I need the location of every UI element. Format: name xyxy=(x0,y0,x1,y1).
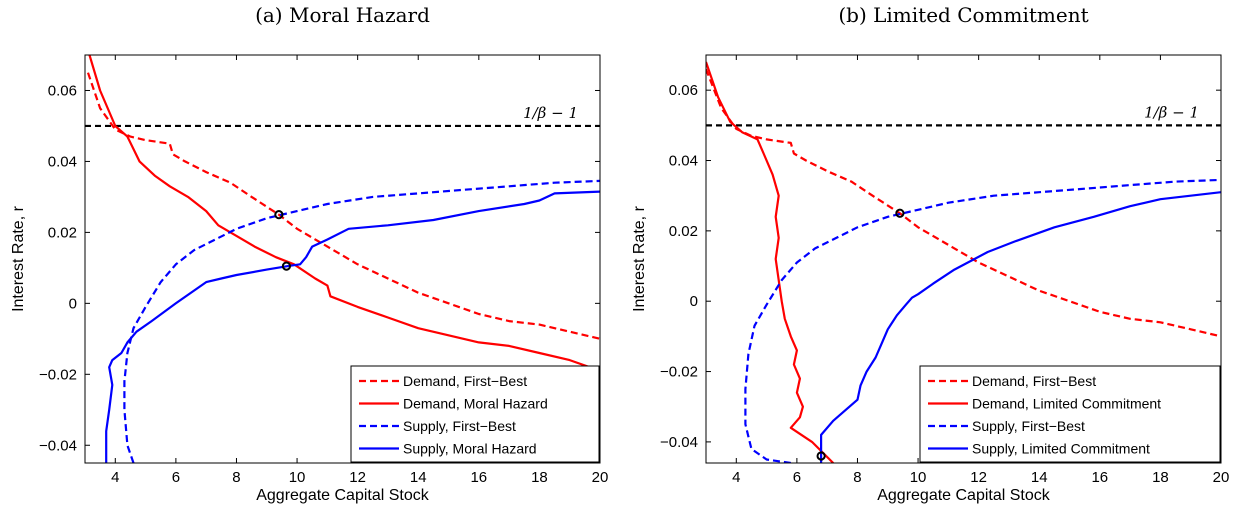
panel-title: (a) Moral Hazard xyxy=(255,3,430,27)
plot-area xyxy=(85,55,600,463)
legend-entry: Demand, Moral Hazard xyxy=(403,396,548,412)
y-tick-label: 0.04 xyxy=(669,153,698,170)
y-tick-label: 0.06 xyxy=(669,82,698,99)
equilibrium-marker xyxy=(816,451,826,461)
x-tick-label: 20 xyxy=(592,469,609,486)
legend: Demand, First−Best Demand, Moral Hazard Su… xyxy=(350,365,600,463)
reference-line-label: 1/β − 1 xyxy=(1144,103,1199,121)
legend-entry: Supply, First−Best xyxy=(972,418,1085,434)
x-tick-label: 20 xyxy=(1213,469,1230,486)
legend-entry: Demand, First−Best xyxy=(972,373,1096,389)
y-tick-label: −0.02 xyxy=(39,366,77,383)
series-line-2 xyxy=(744,178,1221,463)
equilibrium-marker xyxy=(274,210,284,220)
axes-frame xyxy=(84,54,601,464)
axes-frame xyxy=(705,54,1222,464)
legend-box xyxy=(919,365,1221,463)
y-tick-label: 0.04 xyxy=(48,153,77,170)
series-line-3 xyxy=(105,190,600,463)
x-axis-label: Aggregate Capital Stock xyxy=(256,487,430,504)
x-tick-label: 8 xyxy=(232,469,240,486)
series-line-3 xyxy=(819,191,1221,463)
equilibrium-marker xyxy=(281,261,292,271)
panel-title: (b) Limited Commitment xyxy=(838,3,1088,27)
y-tick-label: −0.02 xyxy=(660,364,698,381)
x-tick-label: 12 xyxy=(970,469,987,486)
x-tick-label: 12 xyxy=(349,469,366,486)
x-tick-label: 6 xyxy=(172,469,180,486)
x-tick-label: 10 xyxy=(910,469,927,486)
y-tick-label: −0.04 xyxy=(39,437,77,454)
y-tick-label: −0.04 xyxy=(660,434,698,451)
legend-entry: Supply, First−Best xyxy=(403,418,516,434)
y-tick-label: 0.06 xyxy=(48,82,77,99)
y-tick-label: 0.02 xyxy=(669,223,698,240)
chart-panel-moral-hazard: (a) Moral Hazard 1/β − 1 4 6 8 10 12 14 16 18 20 −0… xyxy=(10,3,608,504)
x-tick-label: 14 xyxy=(410,469,427,486)
legend: Demand, First−Best Demand, Limited Commit… xyxy=(919,365,1221,463)
series-line-1 xyxy=(88,55,600,372)
plot-area xyxy=(706,61,1221,463)
x-tick-label: 14 xyxy=(1031,469,1048,486)
x-tick-label: 16 xyxy=(470,469,487,486)
x-tick-label: 18 xyxy=(1152,469,1169,486)
y-axis-label: Interest Rate, r xyxy=(10,205,27,311)
x-tick-label: 8 xyxy=(853,469,861,486)
legend-entry: Supply, Moral Hazard xyxy=(403,441,537,457)
legend-entry: Supply, Limited Commitment xyxy=(972,441,1150,457)
series-line-2 xyxy=(123,179,600,463)
series-line-1 xyxy=(706,61,834,463)
y-tick-label: 0 xyxy=(690,293,698,310)
x-tick-label: 16 xyxy=(1091,469,1108,486)
x-tick-label: 4 xyxy=(732,469,740,486)
x-tick-label: 6 xyxy=(793,469,801,486)
reference-line-label: 1/β − 1 xyxy=(523,104,578,122)
y-tick-label: 0 xyxy=(69,295,77,312)
y-tick-label: 0.02 xyxy=(48,224,77,241)
x-tick-label: 10 xyxy=(289,469,306,486)
legend-entry: Demand, Limited Commitment xyxy=(972,396,1161,412)
equilibrium-marker xyxy=(895,208,905,218)
legend-entry: Demand, First−Best xyxy=(403,373,527,389)
x-axis-label: Aggregate Capital Stock xyxy=(877,487,1051,504)
series-line-0 xyxy=(86,72,600,340)
x-tick-label: 18 xyxy=(531,469,548,486)
x-tick-label: 4 xyxy=(111,469,119,486)
series-line-0 xyxy=(706,68,1221,338)
chart-panel-limited-commitment: (b) Limited Commitment 1/β − 1 4 6 8 10 12 14 16… xyxy=(631,3,1229,504)
y-axis-label: Interest Rate, r xyxy=(631,205,648,311)
